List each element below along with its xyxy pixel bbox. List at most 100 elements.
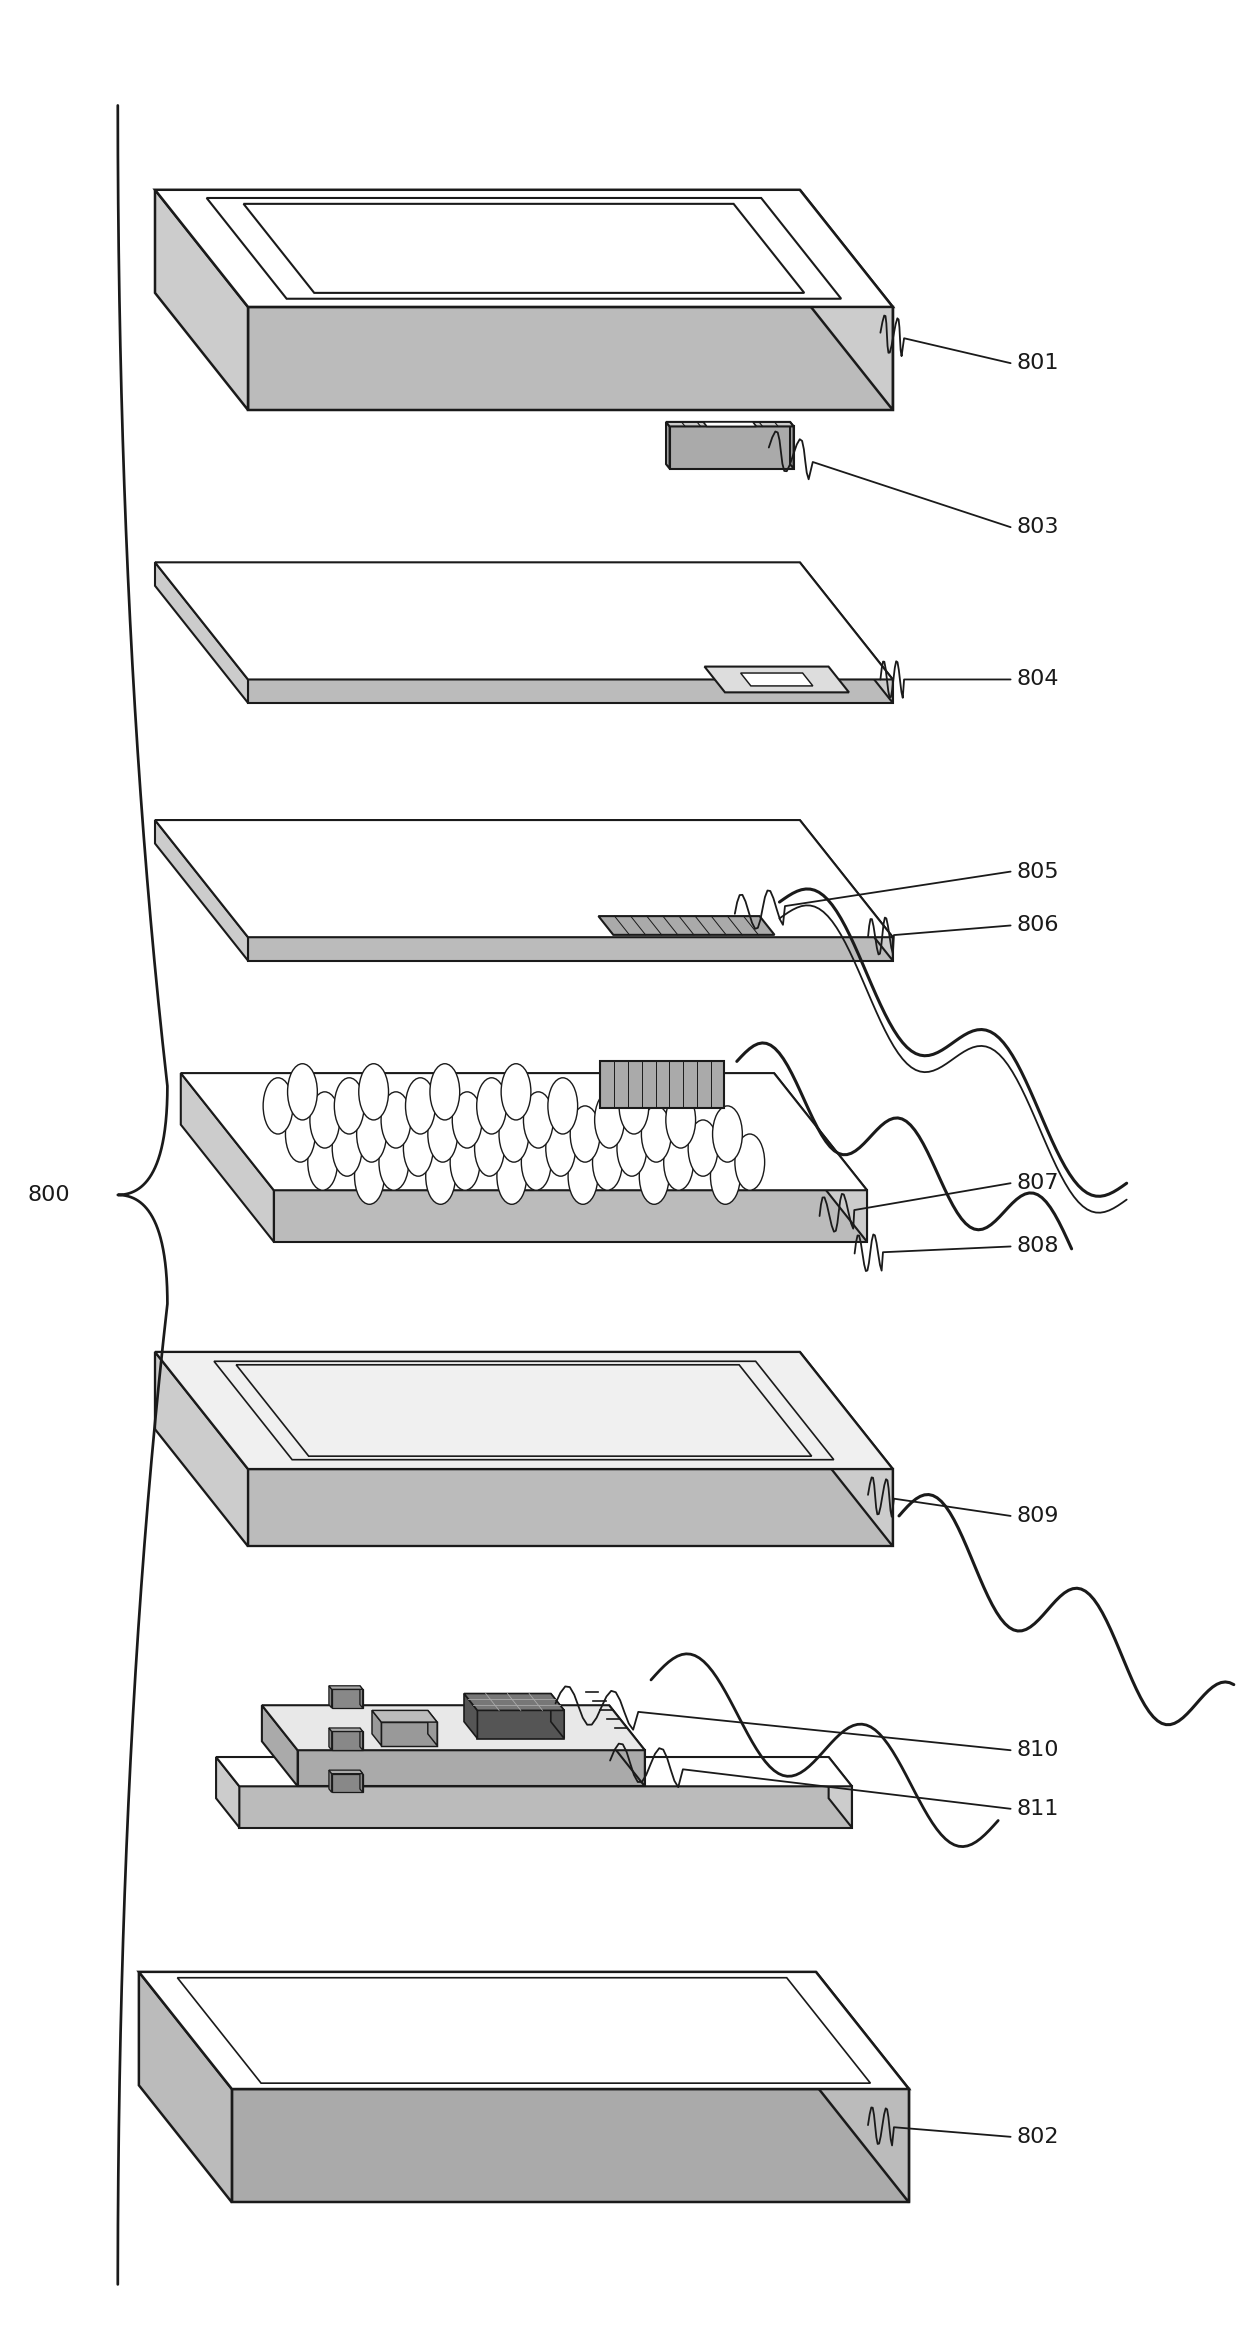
Polygon shape [155, 562, 248, 703]
Text: 804: 804 [1017, 670, 1059, 689]
Polygon shape [232, 2090, 909, 2202]
Polygon shape [428, 1710, 438, 1746]
Circle shape [640, 1148, 670, 1204]
Circle shape [428, 1106, 458, 1162]
Polygon shape [329, 1771, 332, 1792]
Polygon shape [155, 1352, 893, 1469]
Circle shape [425, 1148, 455, 1204]
Text: 806: 806 [1017, 916, 1059, 935]
Polygon shape [704, 668, 849, 694]
Circle shape [450, 1134, 480, 1190]
Polygon shape [239, 1785, 852, 1828]
Polygon shape [800, 820, 893, 961]
Polygon shape [329, 1729, 363, 1731]
Polygon shape [740, 672, 813, 686]
Circle shape [619, 1078, 649, 1134]
Polygon shape [155, 190, 893, 307]
Text: 807: 807 [1017, 1174, 1059, 1193]
Circle shape [568, 1148, 598, 1204]
Circle shape [711, 1148, 740, 1204]
Polygon shape [382, 1722, 438, 1746]
Circle shape [595, 1092, 625, 1148]
Polygon shape [599, 916, 775, 935]
Text: 803: 803 [1017, 518, 1059, 537]
Text: 802: 802 [1017, 2127, 1059, 2146]
Polygon shape [703, 422, 756, 426]
Text: 810: 810 [1017, 1741, 1059, 1760]
Circle shape [285, 1106, 315, 1162]
Polygon shape [800, 190, 893, 410]
Text: 801: 801 [1017, 354, 1059, 373]
Polygon shape [800, 562, 893, 703]
Polygon shape [329, 1729, 332, 1750]
Polygon shape [216, 1757, 239, 1828]
Circle shape [663, 1134, 693, 1190]
Circle shape [381, 1092, 410, 1148]
Circle shape [403, 1120, 433, 1176]
Polygon shape [360, 1771, 363, 1792]
Circle shape [475, 1120, 505, 1176]
Circle shape [523, 1092, 553, 1148]
Polygon shape [248, 307, 893, 410]
Polygon shape [372, 1710, 438, 1722]
Polygon shape [666, 422, 670, 469]
Polygon shape [155, 190, 248, 410]
Circle shape [379, 1134, 409, 1190]
Polygon shape [298, 1750, 645, 1785]
Circle shape [546, 1120, 575, 1176]
Circle shape [357, 1106, 387, 1162]
Circle shape [308, 1134, 337, 1190]
Circle shape [501, 1064, 531, 1120]
Circle shape [641, 1106, 671, 1162]
Polygon shape [248, 937, 893, 961]
Circle shape [288, 1064, 317, 1120]
Circle shape [618, 1120, 647, 1176]
Polygon shape [274, 1190, 867, 1242]
Circle shape [521, 1134, 551, 1190]
Polygon shape [332, 1731, 363, 1750]
Circle shape [430, 1064, 460, 1120]
Polygon shape [816, 1973, 909, 2202]
Polygon shape [332, 1689, 363, 1708]
Polygon shape [477, 1710, 564, 1739]
Circle shape [713, 1106, 743, 1162]
Circle shape [570, 1106, 600, 1162]
Polygon shape [262, 1706, 645, 1750]
Circle shape [688, 1120, 718, 1176]
Text: 809: 809 [1017, 1507, 1059, 1525]
Polygon shape [155, 1352, 248, 1546]
Polygon shape [360, 1729, 363, 1750]
Circle shape [310, 1092, 340, 1148]
Polygon shape [774, 1073, 867, 1242]
Polygon shape [464, 1694, 477, 1739]
Polygon shape [666, 422, 794, 426]
Polygon shape [670, 426, 794, 469]
Polygon shape [139, 1973, 909, 2090]
Circle shape [335, 1078, 365, 1134]
Polygon shape [139, 1973, 232, 2202]
Circle shape [453, 1092, 482, 1148]
Circle shape [735, 1134, 765, 1190]
Circle shape [405, 1078, 435, 1134]
Polygon shape [600, 1061, 724, 1108]
Polygon shape [155, 820, 248, 961]
Circle shape [548, 1078, 578, 1134]
Polygon shape [181, 1073, 274, 1242]
Circle shape [498, 1106, 528, 1162]
Polygon shape [372, 1710, 382, 1746]
Polygon shape [248, 679, 893, 703]
Circle shape [476, 1078, 506, 1134]
Polygon shape [551, 1694, 564, 1739]
Polygon shape [216, 1757, 852, 1785]
Polygon shape [332, 1774, 363, 1792]
Text: 800: 800 [27, 1186, 69, 1204]
Polygon shape [609, 1706, 645, 1785]
Polygon shape [828, 1757, 852, 1828]
Polygon shape [329, 1687, 332, 1708]
Circle shape [263, 1078, 293, 1134]
Text: 805: 805 [1017, 862, 1059, 881]
Polygon shape [360, 1687, 363, 1708]
Polygon shape [181, 1073, 867, 1190]
Text: 808: 808 [1017, 1237, 1059, 1256]
Polygon shape [329, 1771, 363, 1774]
